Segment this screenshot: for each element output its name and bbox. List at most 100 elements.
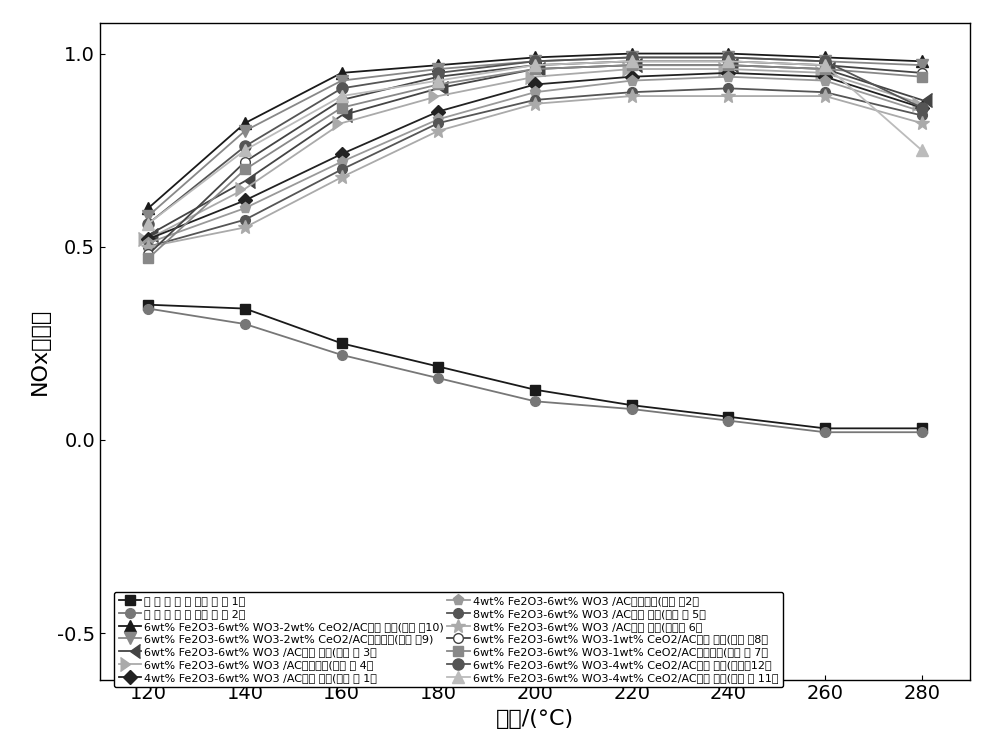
木 质 活 性 炭 （对 比 例 1） [142,300,154,310]
6wt% Fe2O3-6wt% WO3-2wt% CeO2/AC（木 质）(实施 例10) [239,119,251,128]
6wt% Fe2O3-6wt% WO3-4wt% CeO2/AC（煮 质）(实施 例 11） [432,76,444,85]
6wt% Fe2O3-6wt% WO3-4wt% CeO2/AC（煮 质）(实施 例 11） [626,57,638,66]
6wt% Fe2O3-6wt% WO3-1wt% CeO2/AC（木 质）(实施 例8） [336,95,348,104]
Line: 6wt% Fe2O3-6wt% WO3-1wt% CeO2/AC（煮质）(实施 例 7）: 6wt% Fe2O3-6wt% WO3-1wt% CeO2/AC（煮质）(实施 … [143,60,927,263]
煮 质 活 性 炭 （对 比 例 2） [142,304,154,313]
6wt% Fe2O3-6wt% WO3-4wt% CeO2/AC（木 质）(实施例12） [432,69,444,78]
6wt% Fe2O3-6wt% WO3 /AC（煮质）(实施 例 4） [722,64,734,73]
6wt% Fe2O3-6wt% WO3 /AC（煮质）(实施 例 4） [336,119,348,128]
6wt% Fe2O3-6wt% WO3 /AC（煮质）(实施 例 4） [142,235,154,244]
6wt% Fe2O3-6wt% WO3-2wt% CeO2/AC（木 质）(实施 例10) [142,204,154,213]
4wt% Fe2O3-6wt% WO3 /AC（木 质）(实施 例 1） [626,72,638,82]
4wt% Fe2O3-6wt% WO3 /AC（木 质）(实施 例 1） [819,72,831,82]
煮 质 活 性 炭 （对 比 例 2） [336,350,348,359]
木 质 活 性 炭 （对 比 例 1） [239,304,251,313]
6wt% Fe2O3-6wt% WO3-1wt% CeO2/AC（木 质）(实施 例8） [529,60,541,69]
6wt% Fe2O3-6wt% WO3-2wt% CeO2/AC（煮质）(实施 例9) [142,211,154,220]
Y-axis label: NOx转化率: NOx转化率 [30,307,50,395]
6wt% Fe2O3-6wt% WO3-4wt% CeO2/AC（木 质）(实施例12） [916,103,928,112]
8wt% Fe2O3-6wt% WO3 /AC（煮 质）(实施例 6） [336,173,348,182]
6wt% Fe2O3-6wt% WO3-2wt% CeO2/AC（木 质）(实施 例10) [626,49,638,58]
6wt% Fe2O3-6wt% WO3-1wt% CeO2/AC（木 质）(实施 例8） [916,69,928,78]
Line: 6wt% Fe2O3-6wt% WO3-2wt% CeO2/AC（木 质）(实施 例10): 6wt% Fe2O3-6wt% WO3-2wt% CeO2/AC（木 质）(实施… [143,48,927,214]
6wt% Fe2O3-6wt% WO3-4wt% CeO2/AC（木 质）(实施例12） [819,57,831,66]
木 质 活 性 炭 （对 比 例 1） [916,424,928,433]
6wt% Fe2O3-6wt% WO3-1wt% CeO2/AC（木 质）(实施 例8） [722,57,734,66]
木 质 活 性 炭 （对 比 例 1） [722,412,734,421]
4wt% Fe2O3-6wt% WO3 /AC（木 质）(实施 例 1） [336,149,348,159]
4wt% Fe2O3-6wt% WO3 /AC（木 质）(实施 例 1） [722,69,734,78]
8wt% Fe2O3-6wt% WO3 /AC（木 质）(实施 例 5） [142,242,154,251]
6wt% Fe2O3-6wt% WO3-2wt% CeO2/AC（木 质）(实施 例10) [529,53,541,62]
木 质 活 性 炭 （对 比 例 1） [336,339,348,348]
Line: 6wt% Fe2O3-6wt% WO3-4wt% CeO2/AC（煮 质）(实施 例 11）: 6wt% Fe2O3-6wt% WO3-4wt% CeO2/AC（煮 质）(实施… [143,56,927,229]
6wt% Fe2O3-6wt% WO3-2wt% CeO2/AC（煮质）(实施 例9) [239,126,251,135]
8wt% Fe2O3-6wt% WO3 /AC（木 质）(实施 例 5） [722,84,734,93]
6wt% Fe2O3-6wt% WO3-1wt% CeO2/AC（木 质）(实施 例8） [432,72,444,82]
6wt% Fe2O3-6wt% WO3-4wt% CeO2/AC（煮 质）(实施 例 11） [239,146,251,155]
4wt% Fe2O3-6wt% WO3 /AC（木 质）(实施 例 1） [142,235,154,244]
6wt% Fe2O3-6wt% WO3-2wt% CeO2/AC（木 质）(实施 例10) [432,60,444,69]
6wt% Fe2O3-6wt% WO3-4wt% CeO2/AC（木 质）(实施例12） [529,57,541,66]
8wt% Fe2O3-6wt% WO3 /AC（木 质）(实施 例 5） [529,95,541,104]
6wt% Fe2O3-6wt% WO3-1wt% CeO2/AC（木 质）(实施 例8） [142,250,154,259]
6wt% Fe2O3-6wt% WO3-2wt% CeO2/AC（木 质）(实施 例10) [916,57,928,66]
8wt% Fe2O3-6wt% WO3 /AC（木 质）(实施 例 5） [916,111,928,120]
6wt% Fe2O3-6wt% WO3-1wt% CeO2/AC（煮质）(实施 例 7） [819,64,831,73]
Line: 6wt% Fe2O3-6wt% WO3-2wt% CeO2/AC（煮质）(实施 例9): 6wt% Fe2O3-6wt% WO3-2wt% CeO2/AC（煮质）(实施 … [143,52,927,221]
8wt% Fe2O3-6wt% WO3 /AC（煮 质）(实施例 6） [239,223,251,232]
8wt% Fe2O3-6wt% WO3 /AC（木 质）(实施 例 5） [336,165,348,174]
煮 质 活 性 炭 （对 比 例 2） [722,416,734,425]
6wt% Fe2O3-6wt% WO3-4wt% CeO2/AC（煮 质）(实施 例 11） [916,146,928,155]
6wt% Fe2O3-6wt% WO3-4wt% CeO2/AC（煮 质）(实施 例 11） [722,57,734,66]
Line: 6wt% Fe2O3-6wt% WO3 /AC（煮质）(实施 例 4）: 6wt% Fe2O3-6wt% WO3 /AC（煮质）(实施 例 4） [141,62,929,246]
6wt% Fe2O3-6wt% WO3-4wt% CeO2/AC（煮 质）(实施 例 11） [336,91,348,100]
木 质 活 性 炭 （对 比 例 1） [819,424,831,433]
8wt% Fe2O3-6wt% WO3 /AC（煮 质）(实施例 6） [626,91,638,100]
6wt% Fe2O3-6wt% WO3-2wt% CeO2/AC（煮质）(实施 例9) [819,57,831,66]
6wt% Fe2O3-6wt% WO3 /AC（煮质）(实施 例 4） [239,184,251,193]
6wt% Fe2O3-6wt% WO3-1wt% CeO2/AC（煮质）(实施 例 7） [626,60,638,69]
6wt% Fe2O3-6wt% WO3-1wt% CeO2/AC（煮质）(实施 例 7） [336,103,348,112]
6wt% Fe2O3-6wt% WO3-2wt% CeO2/AC（煮质）(实施 例9) [916,60,928,69]
X-axis label: 温度/(°C): 温度/(°C) [496,709,574,729]
6wt% Fe2O3-6wt% WO3-4wt% CeO2/AC（煮 质）(实施 例 11） [529,60,541,69]
6wt% Fe2O3-6wt% WO3-4wt% CeO2/AC（煮 质）(实施 例 11） [142,219,154,228]
6wt% Fe2O3-6wt% WO3-1wt% CeO2/AC（煮质）(实施 例 7） [722,60,734,69]
6wt% Fe2O3-6wt% WO3 /AC（木 质）(实施 例 3） [722,60,734,69]
6wt% Fe2O3-6wt% WO3-4wt% CeO2/AC（煮 质）(实施 例 11） [819,60,831,69]
6wt% Fe2O3-6wt% WO3-1wt% CeO2/AC（煮质）(实施 例 7） [239,165,251,174]
6wt% Fe2O3-6wt% WO3 /AC（木 质）(实施 例 3） [626,60,638,69]
8wt% Fe2O3-6wt% WO3 /AC（煮 质）(实施例 6） [142,242,154,251]
4wt% Fe2O3-6wt% WO3 /AC（煮质）(实施 例2） [722,72,734,82]
8wt% Fe2O3-6wt% WO3 /AC（木 质）(实施 例 5） [819,88,831,97]
8wt% Fe2O3-6wt% WO3 /AC（木 质）(实施 例 5） [239,215,251,224]
4wt% Fe2O3-6wt% WO3 /AC（木 质）(实施 例 1） [529,80,541,89]
4wt% Fe2O3-6wt% WO3 /AC（木 质）(实施 例 1） [239,196,251,205]
6wt% Fe2O3-6wt% WO3 /AC（木 质）(实施 例 3） [916,95,928,104]
6wt% Fe2O3-6wt% WO3-1wt% CeO2/AC（煮质）(实施 例 7） [142,254,154,263]
Line: 4wt% Fe2O3-6wt% WO3 /AC（木 质）(实施 例 1）: 4wt% Fe2O3-6wt% WO3 /AC（木 质）(实施 例 1） [143,68,927,244]
6wt% Fe2O3-6wt% WO3 /AC（木 质）(实施 例 3） [819,64,831,73]
6wt% Fe2O3-6wt% WO3-1wt% CeO2/AC（木 质）(实施 例8） [239,157,251,166]
Line: 8wt% Fe2O3-6wt% WO3 /AC（木 质）(实施 例 5）: 8wt% Fe2O3-6wt% WO3 /AC（木 质）(实施 例 5） [143,84,927,251]
木 质 活 性 炭 （对 比 例 1） [432,362,444,371]
6wt% Fe2O3-6wt% WO3-4wt% CeO2/AC（木 质）(实施例12） [336,84,348,93]
6wt% Fe2O3-6wt% WO3-1wt% CeO2/AC（煮质）(实施 例 7） [432,80,444,89]
6wt% Fe2O3-6wt% WO3 /AC（木 质）(实施 例 3） [432,84,444,93]
6wt% Fe2O3-6wt% WO3-1wt% CeO2/AC（木 质）(实施 例8） [819,60,831,69]
4wt% Fe2O3-6wt% WO3 /AC（煮质）(实施 例2） [916,107,928,116]
煮 质 活 性 炭 （对 比 例 2） [626,405,638,414]
6wt% Fe2O3-6wt% WO3 /AC（煮质）(实施 例 4） [916,99,928,108]
6wt% Fe2O3-6wt% WO3-4wt% CeO2/AC（木 质）(实施例12） [142,219,154,228]
煮 质 活 性 炭 （对 比 例 2） [239,319,251,328]
6wt% Fe2O3-6wt% WO3 /AC（木 质）(实施 例 3） [142,230,154,239]
6wt% Fe2O3-6wt% WO3 /AC（木 质）(实施 例 3） [336,111,348,120]
6wt% Fe2O3-6wt% WO3 /AC（煮质）(实施 例 4） [432,91,444,100]
6wt% Fe2O3-6wt% WO3 /AC（木 质）(实施 例 3） [529,64,541,73]
6wt% Fe2O3-6wt% WO3-2wt% CeO2/AC（煮质）(实施 例9) [626,53,638,62]
6wt% Fe2O3-6wt% WO3-2wt% CeO2/AC（煮质）(实施 例9) [432,64,444,73]
Legend: 木 质 活 性 炭 （对 比 例 1）, 煮 质 活 性 炭 （对 比 例 2）, 6wt% Fe2O3-6wt% WO3-2wt% CeO2/AC（木 质）(: 木 质 活 性 炭 （对 比 例 1）, 煮 质 活 性 炭 （对 比 例 2）… [114,591,783,687]
煮 质 活 性 炭 （对 比 例 2） [916,427,928,436]
6wt% Fe2O3-6wt% WO3-2wt% CeO2/AC（木 质）(实施 例10) [722,49,734,58]
